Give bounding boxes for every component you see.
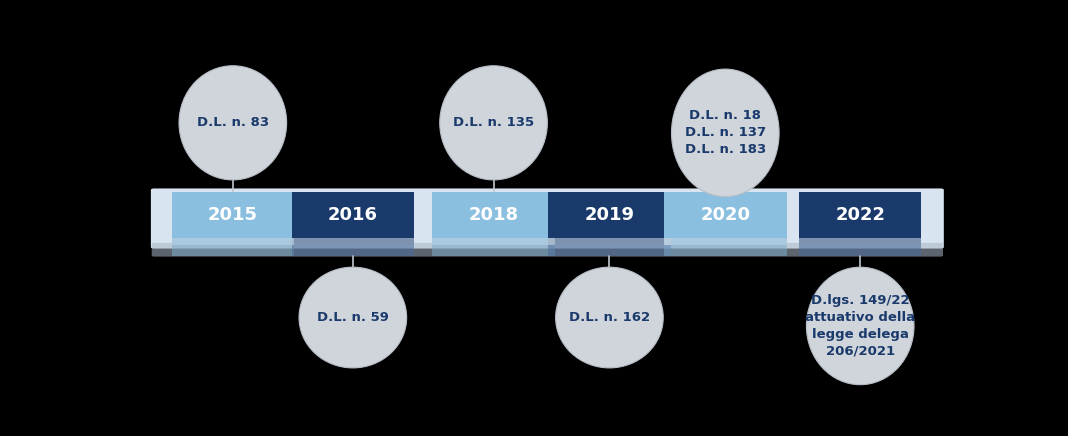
FancyBboxPatch shape: [292, 192, 414, 245]
Text: 2019: 2019: [584, 206, 634, 224]
FancyBboxPatch shape: [172, 238, 294, 245]
Text: 2015: 2015: [208, 206, 257, 224]
Text: 2018: 2018: [469, 206, 519, 224]
FancyBboxPatch shape: [799, 244, 922, 255]
Ellipse shape: [672, 69, 780, 197]
FancyBboxPatch shape: [548, 238, 671, 245]
FancyBboxPatch shape: [152, 243, 943, 257]
Ellipse shape: [440, 66, 548, 180]
Text: 2016: 2016: [328, 206, 378, 224]
FancyBboxPatch shape: [664, 238, 786, 245]
FancyBboxPatch shape: [548, 192, 671, 245]
FancyBboxPatch shape: [433, 244, 554, 255]
Ellipse shape: [806, 267, 914, 385]
FancyBboxPatch shape: [664, 244, 786, 255]
FancyBboxPatch shape: [172, 244, 294, 255]
Text: 2020: 2020: [701, 206, 751, 224]
FancyBboxPatch shape: [433, 238, 554, 245]
FancyBboxPatch shape: [548, 244, 671, 255]
FancyBboxPatch shape: [799, 238, 922, 245]
Text: D.lgs. 149/22
attuativo della
legge delega
206/2021: D.lgs. 149/22 attuativo della legge dele…: [805, 294, 915, 358]
FancyBboxPatch shape: [292, 244, 414, 255]
Text: D.L. n. 162: D.L. n. 162: [569, 311, 650, 324]
Text: 2022: 2022: [835, 206, 885, 224]
Text: D.L. n. 18
D.L. n. 137
D.L. n. 183: D.L. n. 18 D.L. n. 137 D.L. n. 183: [685, 109, 766, 157]
Text: D.L. n. 59: D.L. n. 59: [317, 311, 389, 324]
FancyBboxPatch shape: [433, 192, 554, 245]
FancyBboxPatch shape: [292, 238, 414, 245]
Text: D.L. n. 135: D.L. n. 135: [453, 116, 534, 129]
Ellipse shape: [299, 267, 407, 368]
FancyBboxPatch shape: [799, 192, 922, 245]
FancyBboxPatch shape: [151, 188, 944, 249]
FancyBboxPatch shape: [664, 192, 786, 245]
Ellipse shape: [179, 66, 286, 180]
Text: D.L. n. 83: D.L. n. 83: [197, 116, 269, 129]
Ellipse shape: [555, 267, 663, 368]
FancyBboxPatch shape: [172, 192, 294, 245]
